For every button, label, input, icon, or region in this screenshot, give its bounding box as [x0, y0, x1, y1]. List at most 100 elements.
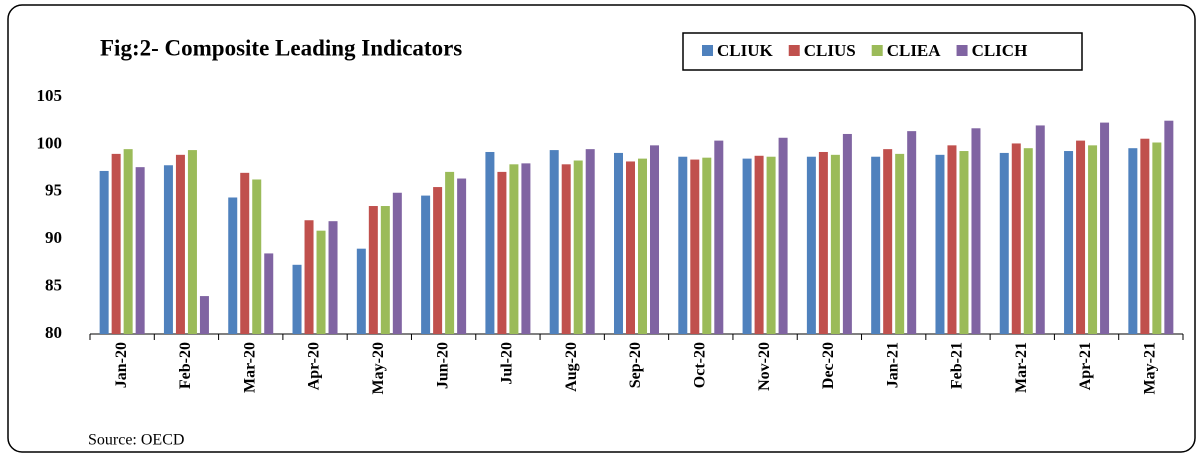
x-tick-label: May-20 [370, 342, 387, 394]
bar [509, 164, 519, 334]
bar [830, 154, 840, 334]
bar [895, 153, 905, 334]
legend-swatch [788, 45, 800, 56]
bar [521, 163, 531, 334]
bar [123, 149, 133, 334]
bar [1100, 122, 1110, 334]
bar [690, 159, 700, 334]
bar [842, 133, 852, 334]
x-tick-label: Jan-20 [113, 342, 130, 388]
x-tick-label: Nov-20 [756, 342, 773, 391]
bar [947, 145, 957, 334]
x-tick-label: Oct-20 [691, 342, 708, 388]
bar [445, 171, 455, 334]
bar [228, 197, 238, 334]
legend-swatch [871, 45, 883, 56]
x-tick-label: Jan-21 [884, 342, 901, 388]
x-tick-label: Apr-21 [1077, 342, 1094, 390]
bar [1128, 148, 1138, 334]
x-tick-label: Jul-20 [499, 342, 516, 385]
bar [1152, 142, 1162, 334]
bar [585, 149, 595, 334]
bar [971, 128, 981, 334]
bar [497, 171, 507, 334]
bar [806, 156, 816, 334]
y-tick-label: 80 [45, 323, 62, 342]
legend-label: CLIEA [887, 41, 942, 60]
bar [111, 153, 121, 334]
bar [702, 157, 712, 334]
source-note: Source: OECD [88, 432, 184, 449]
bar [199, 296, 209, 334]
bar [638, 158, 648, 334]
legend-label: CLIUS [804, 41, 856, 60]
bar [292, 264, 302, 334]
bar [328, 221, 338, 334]
bar [1164, 120, 1174, 334]
bar [433, 187, 443, 334]
bar [264, 253, 274, 334]
bar [163, 165, 173, 334]
bar [175, 154, 185, 334]
bar [1076, 140, 1086, 334]
bar [678, 156, 688, 334]
x-tick-label: Dec-20 [820, 342, 837, 389]
y-tick-label: 90 [45, 228, 62, 247]
bar [907, 131, 917, 334]
bar [766, 156, 776, 334]
bar [561, 164, 571, 334]
bar [99, 170, 109, 334]
bar [818, 151, 828, 334]
bar [1023, 148, 1033, 334]
x-tick-label: Apr-20 [306, 342, 323, 390]
bar [252, 179, 262, 334]
bar [1011, 143, 1021, 334]
x-tick-label: Feb-21 [949, 342, 966, 389]
bar [1035, 125, 1045, 334]
x-tick-label: Mar-20 [241, 342, 258, 393]
bar [368, 206, 378, 334]
bar [573, 160, 583, 334]
legend-swatch [956, 45, 968, 56]
chart-title: Fig:2- Composite Leading Indicators [100, 35, 462, 60]
y-tick-label: 105 [37, 86, 63, 105]
bar [935, 154, 945, 334]
bar [421, 195, 431, 334]
x-tick-label: Sep-20 [627, 342, 644, 388]
bar [135, 167, 145, 334]
bar [1064, 151, 1074, 334]
bar [240, 172, 250, 334]
bar [316, 230, 326, 334]
bar [871, 156, 881, 334]
legend-label: CLICH [972, 41, 1028, 60]
legend-label: CLIUK [717, 41, 774, 60]
bar [356, 248, 366, 334]
bar [613, 152, 623, 334]
bar [754, 155, 764, 334]
y-tick-label: 85 [45, 276, 62, 295]
bar [959, 151, 969, 334]
bar [883, 149, 893, 334]
bar [742, 158, 752, 334]
x-tick-label: Jun-20 [434, 342, 451, 389]
bar [1140, 138, 1150, 334]
x-tick-label: Feb-20 [177, 342, 194, 389]
bar [625, 161, 635, 334]
bar [714, 140, 724, 334]
bar [549, 150, 559, 334]
bar [778, 137, 788, 334]
y-tick-label: 95 [45, 181, 62, 200]
bar [304, 220, 314, 334]
bar [380, 206, 390, 334]
bar [1088, 145, 1098, 334]
legend-swatch [702, 45, 713, 56]
x-tick-label: May-21 [1142, 342, 1159, 394]
bar [187, 150, 197, 334]
bar [392, 192, 402, 334]
bar [650, 145, 660, 334]
bar [999, 152, 1009, 334]
frame [7, 4, 1196, 453]
bar [485, 151, 495, 334]
x-tick-label: Mar-21 [1013, 342, 1030, 393]
